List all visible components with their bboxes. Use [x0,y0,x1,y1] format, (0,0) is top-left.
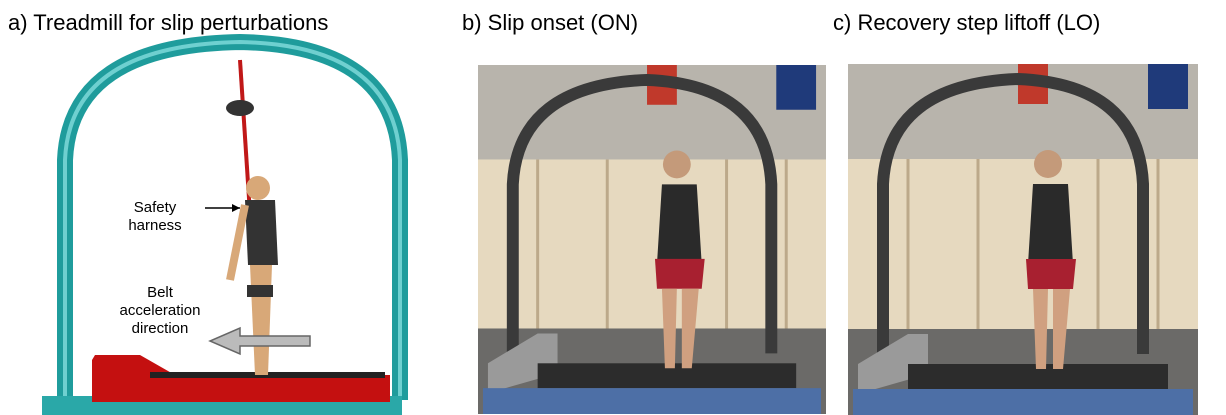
treadmill-render: Safety harness Belt acceleration directi… [42,42,402,415]
figure: a) Treadmill for slip perturbations b) S… [0,0,1226,415]
annotation: Belt [147,284,174,301]
photo [848,64,1198,415]
photo [478,65,826,414]
annotation: harness [128,217,181,234]
annotation: direction [132,320,189,337]
annotation: acceleration [120,302,201,319]
panel-title: a) Treadmill for slip perturbations [8,10,328,35]
panel-title: b) Slip onset (ON) [462,10,638,35]
annotation: Safety [134,199,177,216]
panel-title: c) Recovery step liftoff (LO) [833,10,1100,35]
